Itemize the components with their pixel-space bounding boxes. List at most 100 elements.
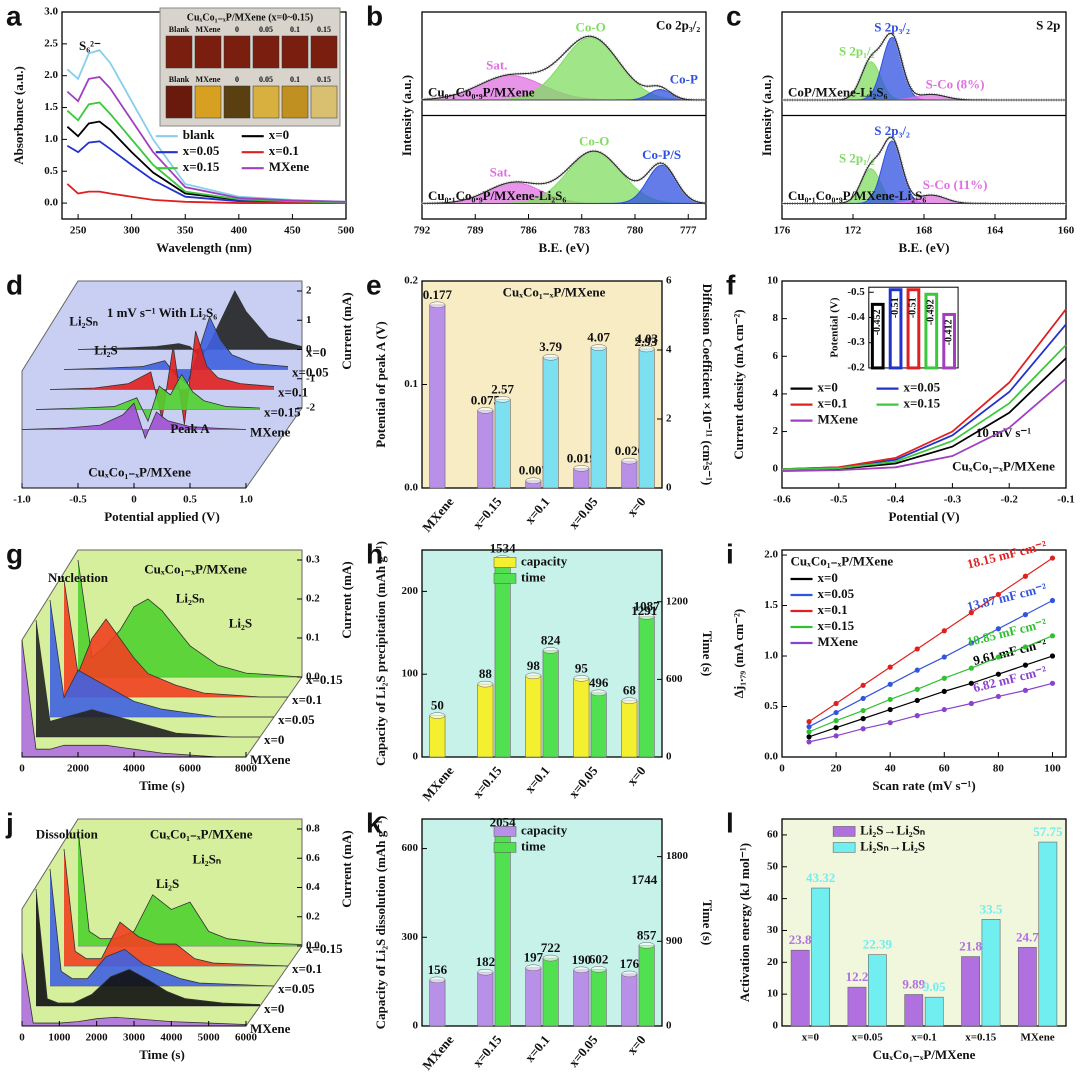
y-tick-label: 0 (306, 343, 312, 355)
annotation: Nucleation (48, 570, 109, 585)
series-line (21, 952, 247, 1025)
point (968, 700, 974, 707)
point (860, 707, 866, 714)
series-area (78, 560, 302, 677)
point (941, 688, 947, 694)
x-axis-label: B.E. (eV) (539, 240, 590, 255)
y-tick-label: 0 (666, 1020, 672, 1032)
value-label: 156 (428, 962, 448, 977)
y-tick-label: 900 (666, 935, 683, 947)
point (860, 716, 866, 722)
annotation: Li₂S (229, 616, 252, 631)
sample-label: Cu₀.₁Co₀.₉P/MXene-Li₂S₆ (788, 188, 926, 203)
bar (961, 956, 980, 1027)
y-tick-label: 4 (666, 344, 672, 356)
legend-swatch (493, 842, 517, 853)
point (941, 675, 947, 681)
x-tick-label: -0.6 (773, 494, 791, 506)
slope-label: 6.82 mF cm⁻² (972, 663, 1048, 696)
bar (429, 715, 446, 758)
bar-top (542, 647, 559, 654)
x-tick-label: x=0 (624, 1032, 649, 1057)
point (995, 626, 1001, 632)
point (941, 706, 947, 713)
legend-label: x=0.15 (183, 159, 220, 174)
x-tick-label: x=0.05 (852, 1032, 884, 1044)
series-label: x=0.15 (306, 941, 343, 956)
value-label: 190 (572, 952, 592, 967)
x-tick-label: MXene (419, 494, 457, 535)
y-tick-label: 0.0 (404, 482, 418, 494)
legend-label: MXene (269, 159, 310, 174)
x-tick-label: 400 (231, 225, 248, 237)
panel-letter: d (6, 269, 23, 300)
annotation: CuₓCo₁₋ₓP/MXene (952, 458, 1055, 473)
value-label: 2.93 (634, 334, 657, 349)
value-label: 68 (623, 683, 637, 698)
y-tick-label: 0.6 (306, 852, 320, 864)
x-tick-label: x=0.1 (522, 763, 553, 796)
y-tick-label: 0.2 (306, 910, 320, 922)
legend-label: time (521, 569, 546, 584)
y-axis-label: Intensity (a.u.) (759, 75, 774, 156)
x-tick-label: 450 (284, 225, 301, 237)
inset-y-label: Potential (V) (828, 297, 840, 358)
panel-letter: a (6, 0, 22, 31)
x-tick-label: x=0.05 (566, 494, 601, 532)
x-tick-label: 792 (414, 225, 431, 237)
value-label: 12.2 (846, 969, 869, 984)
point (1022, 612, 1029, 618)
y-tick-label: 0 (666, 751, 672, 763)
legend-label: capacity (521, 553, 568, 568)
x-tick-label: -0.5 (830, 494, 848, 506)
y-tick-label: 100 (402, 668, 419, 680)
value-label: 1744 (631, 872, 658, 887)
series-line (66, 101, 347, 204)
point (941, 628, 947, 634)
series-area (36, 374, 260, 422)
vial (165, 35, 193, 69)
y-tick-label: 0 (773, 1020, 779, 1032)
series-line (66, 140, 347, 204)
y-tick-label: 60 (767, 828, 779, 840)
point (1049, 597, 1056, 604)
series-line (63, 848, 289, 967)
bar (1038, 841, 1058, 1027)
point (1049, 680, 1056, 686)
x-tick-label: 100 (1044, 763, 1061, 775)
inset-bar (924, 292, 939, 370)
y-tick-label: 10 (767, 988, 779, 1000)
value-label: 0.019 (567, 450, 597, 465)
value-label: 9.89 (902, 976, 925, 991)
x-axis-label: Time (s) (139, 778, 185, 793)
panel-letter: i (726, 538, 734, 569)
point (995, 654, 1001, 660)
y-tick-label: 0.2 (404, 275, 418, 287)
vial (252, 35, 280, 69)
x-tick-label: x=0.1 (522, 1032, 553, 1065)
x-tick-label: 789 (467, 225, 484, 237)
x-tick-label: 80 (993, 763, 1005, 775)
y-tick-label: 1800 (666, 850, 689, 862)
series-line (63, 579, 288, 698)
point (1049, 633, 1056, 639)
point (1022, 662, 1029, 668)
bar-top (429, 712, 446, 719)
series-label: x=0.1 (292, 692, 322, 707)
series-line (35, 888, 261, 1005)
point (995, 671, 1001, 677)
x-tick-label: 1.0 (239, 494, 253, 506)
y-axis-label: Activation energy (kJ mol⁻¹) (737, 843, 752, 1002)
point (833, 733, 839, 739)
series-line (66, 75, 347, 203)
bar (494, 832, 511, 1027)
y-tick-label: 30 (767, 924, 779, 936)
bar (477, 971, 494, 1027)
series-line (21, 639, 246, 758)
y-tick-label: -1 (306, 372, 315, 384)
y-tick-label: -0.2 (847, 361, 865, 373)
inset-label: 0.05 (259, 25, 273, 34)
y-tick-label: 2 (666, 413, 672, 425)
x-tick-label: x=0 (802, 1032, 820, 1044)
y-tick-label: -0.4 (847, 311, 865, 323)
